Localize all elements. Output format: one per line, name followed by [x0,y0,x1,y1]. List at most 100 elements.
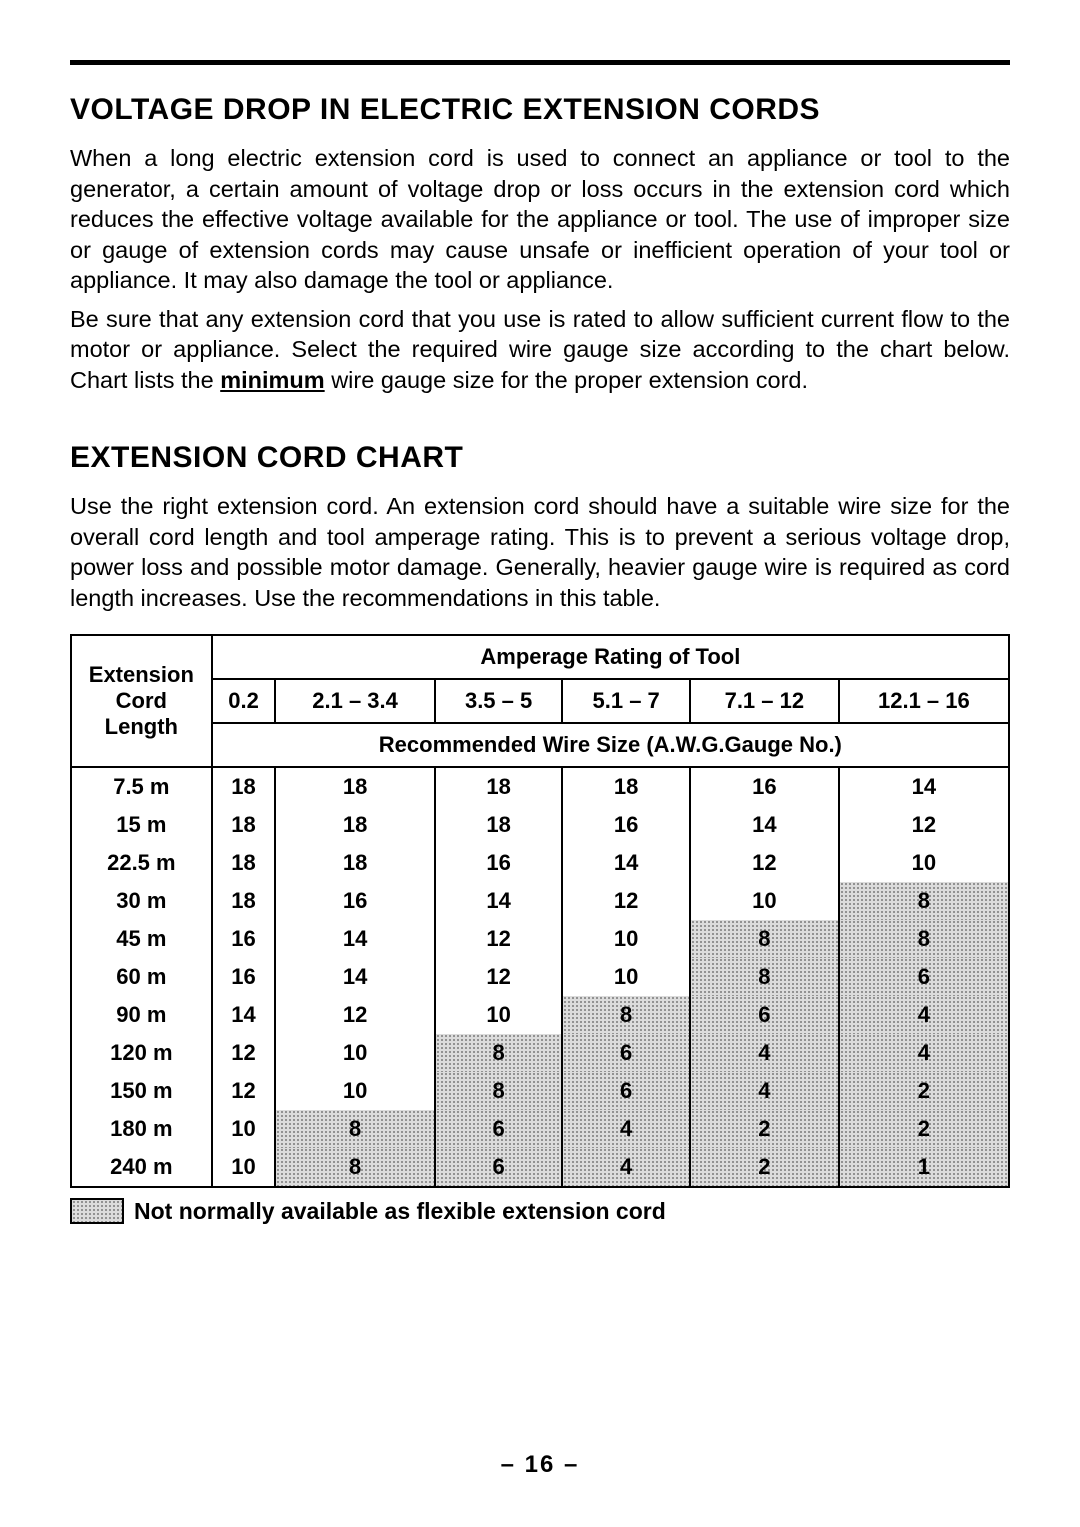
length-cell: 180 m [71,1110,212,1148]
table-body: 7.5 m18181818161415 m18181816141222.5 m1… [71,767,1009,1187]
gauge-cell: 14 [275,920,434,958]
gauge-cell: 8 [562,996,690,1034]
table-header-recommended: Recommended Wire Size (A.W.G.Gauge No.) [212,723,1009,767]
gauge-cell: 18 [562,767,690,806]
gauge-cell: 12 [435,920,563,958]
gauge-cell: 12 [562,882,690,920]
gauge-cell: 8 [435,1034,563,1072]
table-row: 60 m1614121086 [71,958,1009,996]
heading-extension-cord-chart: EXTENSION CORD CHART [70,441,1010,475]
gauge-cell: 12 [435,958,563,996]
table-row: 22.5 m181816141210 [71,844,1009,882]
amp-col-4: 7.1 – 12 [690,679,839,723]
gauge-cell: 6 [435,1110,563,1148]
table-row: 45 m1614121088 [71,920,1009,958]
gauge-cell: 16 [690,767,839,806]
gauge-cell: 10 [275,1034,434,1072]
length-cell: 150 m [71,1072,212,1110]
legend-text: Not normally available as flexible exten… [134,1198,666,1225]
heading-voltage-drop: VOLTAGE DROP IN ELECTRIC EXTENSION CORDS [70,93,1010,127]
gauge-cell: 14 [839,767,1009,806]
length-cell: 120 m [71,1034,212,1072]
amp-col-2: 3.5 – 5 [435,679,563,723]
gauge-cell: 14 [435,882,563,920]
gauge-cell: 10 [212,1110,276,1148]
table-row: 180 m1086422 [71,1110,1009,1148]
gauge-cell: 1 [839,1148,1009,1187]
length-cell: 60 m [71,958,212,996]
gauge-cell: 18 [275,806,434,844]
gauge-cell: 16 [212,920,276,958]
gauge-cell: 10 [435,996,563,1034]
gauge-cell: 10 [562,958,690,996]
gauge-cell: 6 [562,1034,690,1072]
top-rule [70,60,1010,65]
gauge-cell: 10 [839,844,1009,882]
para2-part-b: wire gauge size for the proper extension… [325,367,808,393]
gauge-cell: 18 [435,767,563,806]
gauge-cell: 10 [212,1148,276,1187]
gauge-cell: 18 [212,806,276,844]
amp-col-0: 0.2 [212,679,276,723]
gauge-cell: 6 [839,958,1009,996]
gauge-cell: 8 [435,1072,563,1110]
gauge-cell: 6 [690,996,839,1034]
gauge-cell: 4 [562,1148,690,1187]
gauge-cell: 8 [275,1148,434,1187]
gauge-cell: 14 [212,996,276,1034]
page-number: – 16 – [0,1451,1080,1479]
gauge-cell: 8 [690,920,839,958]
paragraph-chart-intro: Use the right extension cord. An extensi… [70,491,1010,613]
gauge-cell: 14 [690,806,839,844]
amp-col-3: 5.1 – 7 [562,679,690,723]
amp-col-1: 2.1 – 3.4 [275,679,434,723]
gauge-cell: 8 [839,882,1009,920]
gauge-cell: 2 [690,1148,839,1187]
gauge-cell: 16 [562,806,690,844]
gauge-cell: 16 [275,882,434,920]
gauge-cell: 8 [839,920,1009,958]
gauge-cell: 10 [275,1072,434,1110]
gauge-cell: 18 [212,767,276,806]
length-cell: 15 m [71,806,212,844]
gauge-cell: 14 [562,844,690,882]
table-row: 120 m12108644 [71,1034,1009,1072]
extension-cord-table-wrap: Extension Cord Length Amperage Rating of… [70,634,1010,1188]
table-row-amperage-columns: 0.2 2.1 – 3.4 3.5 – 5 5.1 – 7 7.1 – 12 1… [71,679,1009,723]
gauge-cell: 18 [212,844,276,882]
gauge-cell: 14 [275,958,434,996]
length-cell: 240 m [71,1148,212,1187]
gauge-cell: 2 [839,1072,1009,1110]
gauge-cell: 10 [562,920,690,958]
length-cell: 90 m [71,996,212,1034]
legend-swatch-icon [70,1198,124,1224]
table-row: 90 m141210864 [71,996,1009,1034]
paragraph-intro-2: Be sure that any extension cord that you… [70,304,1010,396]
table-row: 15 m181818161412 [71,806,1009,844]
gauge-cell: 18 [212,882,276,920]
length-cell: 22.5 m [71,844,212,882]
legend: Not normally available as flexible exten… [70,1198,1010,1225]
gauge-cell: 16 [212,958,276,996]
gauge-cell: 12 [275,996,434,1034]
length-cell: 30 m [71,882,212,920]
para2-minimum-bold: minimum [220,367,324,393]
gauge-cell: 10 [690,882,839,920]
gauge-cell: 12 [690,844,839,882]
gauge-cell: 2 [839,1110,1009,1148]
table-header-amperage: Amperage Rating of Tool [212,635,1009,679]
gauge-cell: 4 [839,1034,1009,1072]
gauge-cell: 8 [275,1110,434,1148]
table-row: 240 m1086421 [71,1148,1009,1187]
gauge-cell: 18 [435,806,563,844]
gauge-cell: 18 [275,767,434,806]
paragraph-intro-1: When a long electric extension cord is u… [70,143,1010,296]
length-cell: 45 m [71,920,212,958]
gauge-cell: 16 [435,844,563,882]
gauge-cell: 4 [562,1110,690,1148]
gauge-cell: 6 [562,1072,690,1110]
gauge-cell: 4 [690,1072,839,1110]
table-row: 150 m12108642 [71,1072,1009,1110]
gauge-cell: 4 [839,996,1009,1034]
gauge-cell: 8 [690,958,839,996]
